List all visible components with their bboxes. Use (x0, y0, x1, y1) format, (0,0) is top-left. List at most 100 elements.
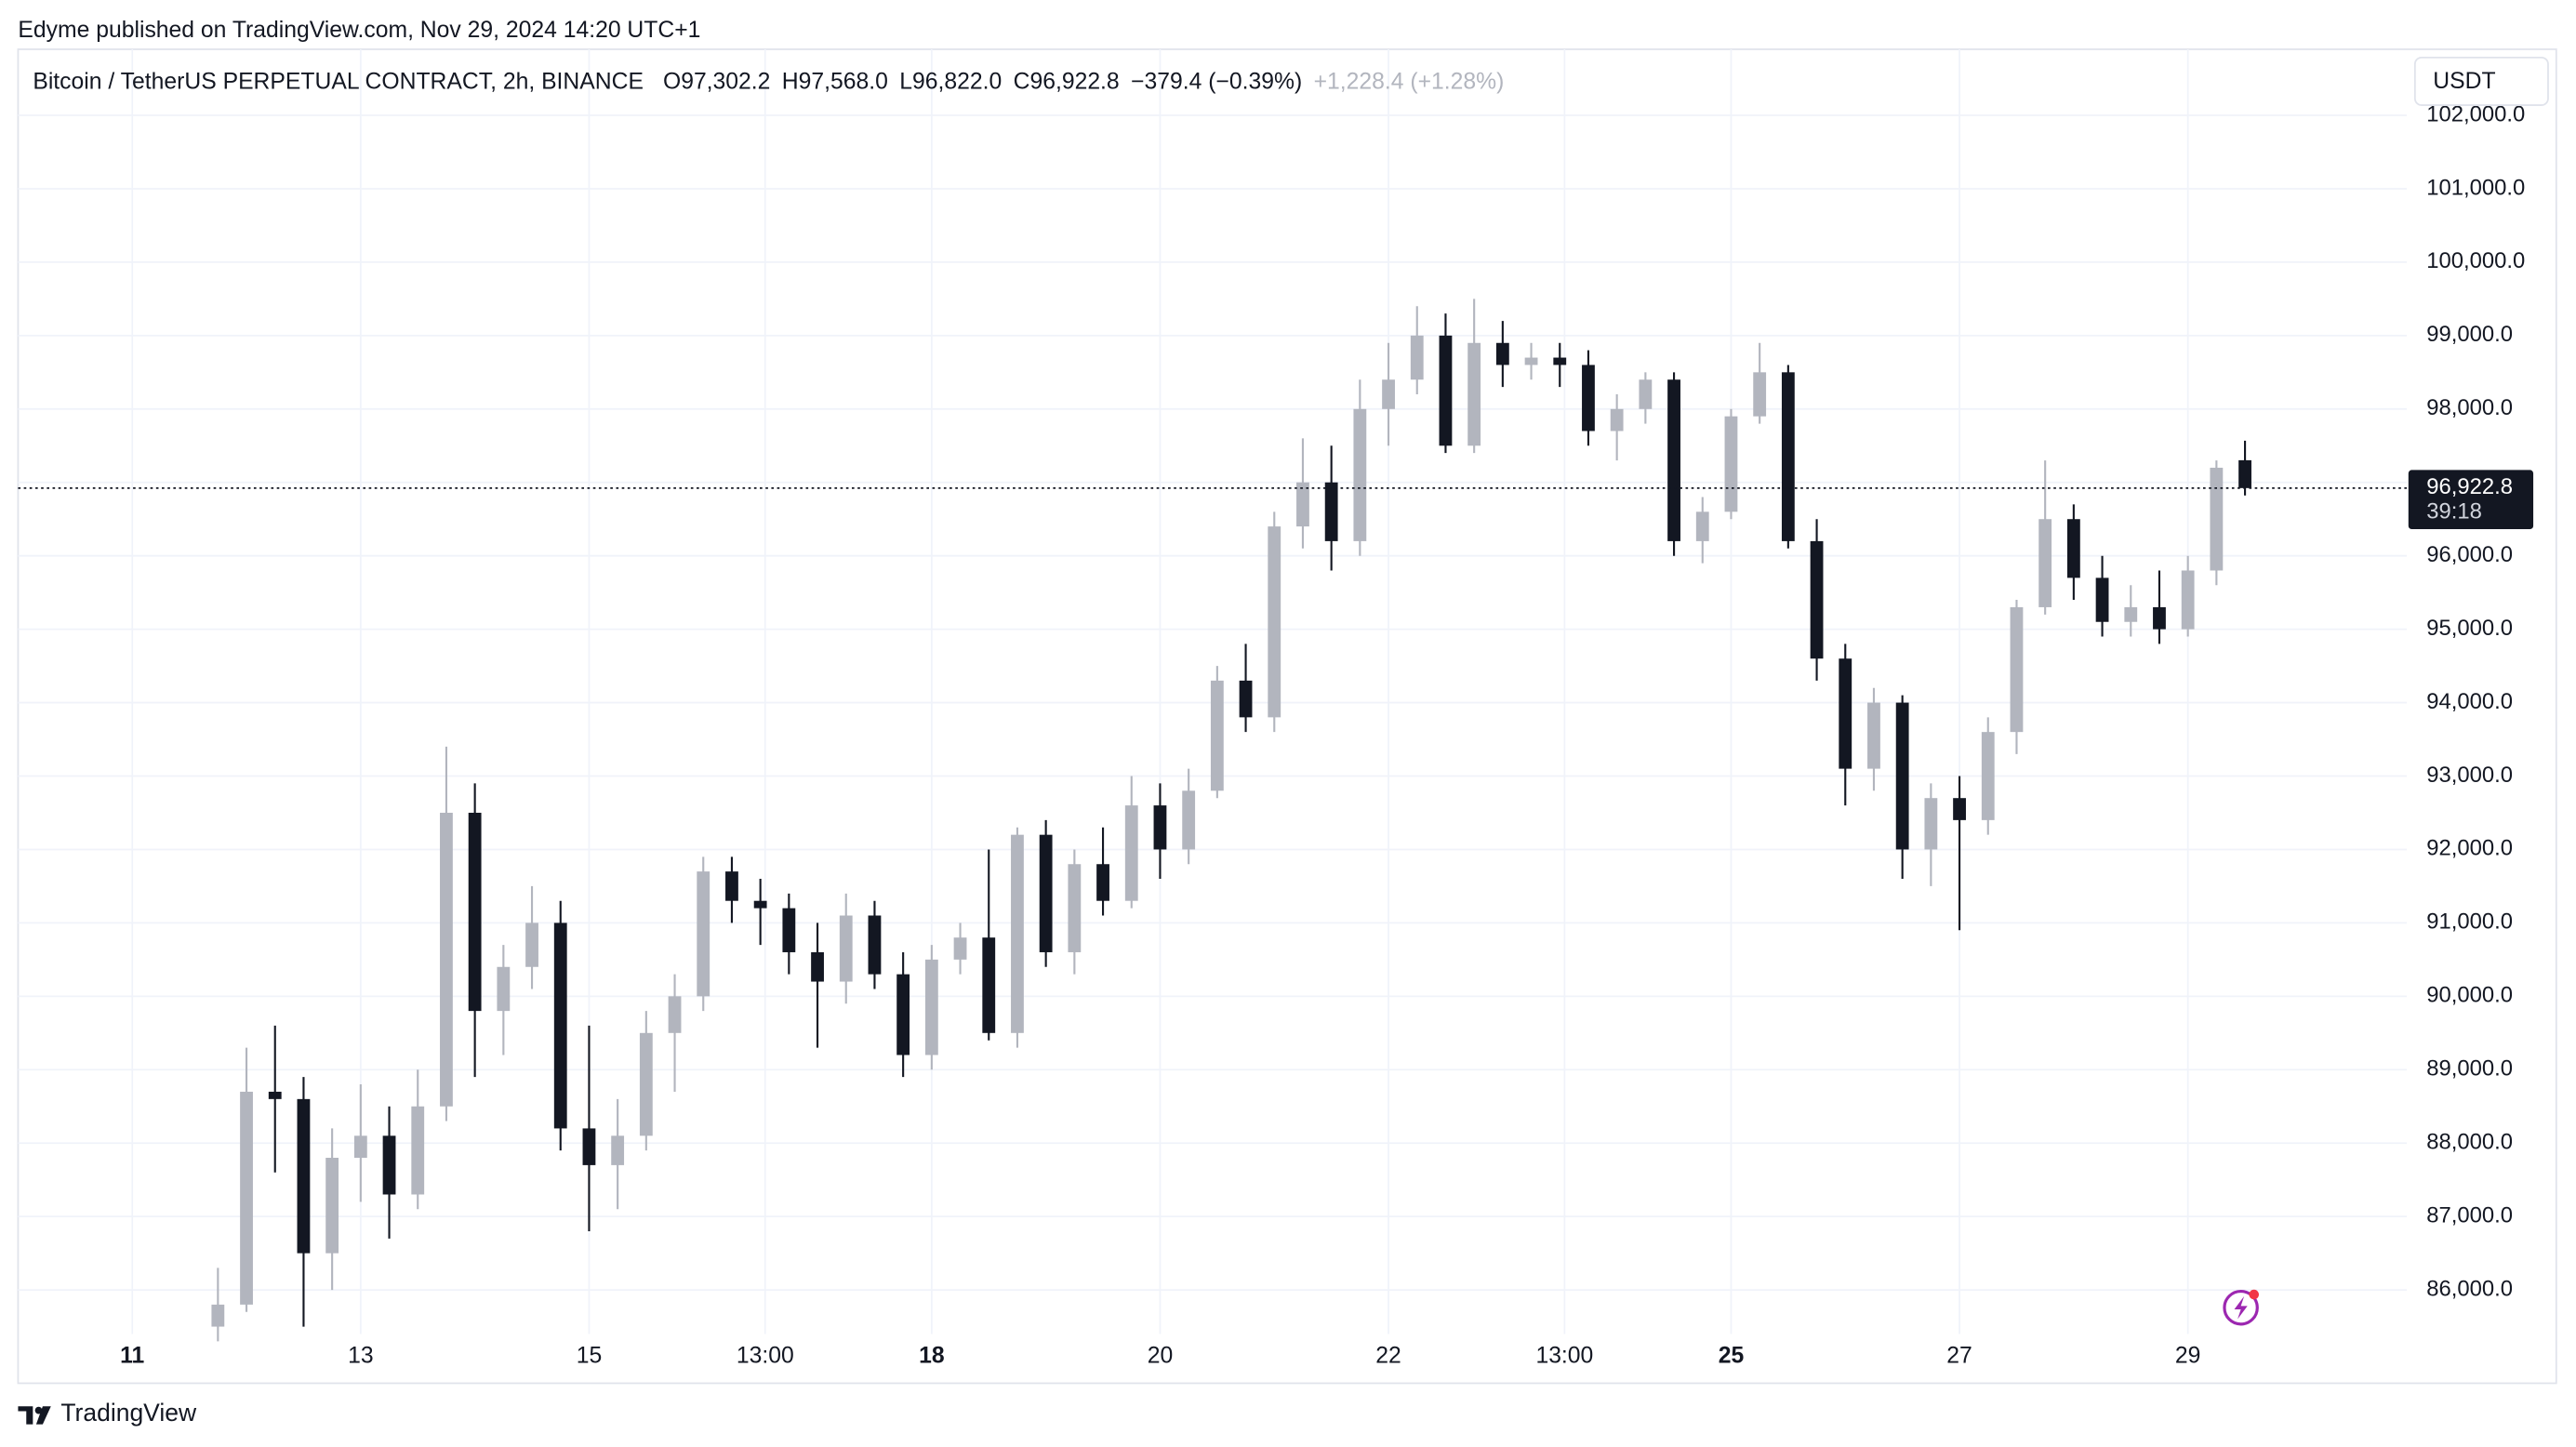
candle (240, 1047, 253, 1312)
candle-body (982, 937, 996, 1033)
candle-body (2181, 570, 2195, 630)
candle-body (325, 1158, 339, 1254)
brand: TradingView (60, 1399, 197, 1427)
candle-body (1153, 805, 1167, 850)
candle-body (553, 923, 567, 1129)
icon-dot[interactable] (2249, 1289, 2260, 1300)
x-tick-label: 13:00 (1535, 1344, 1593, 1369)
candle-body (268, 1091, 282, 1099)
candle-body (2066, 519, 2080, 578)
candle-body (1639, 379, 1653, 409)
candle (211, 1268, 225, 1342)
x-tick-label: 15 (577, 1344, 602, 1369)
x-tick-label: 13 (348, 1344, 374, 1369)
candle (697, 856, 710, 1012)
candle (2181, 555, 2195, 637)
y-tick-label: 87,000.0 (2426, 1202, 2513, 1228)
candle-body (1724, 416, 1738, 512)
candle (1410, 306, 1424, 395)
candle (2153, 570, 2166, 644)
candle (2066, 504, 2080, 601)
ohlc-key: C (1014, 69, 1030, 94)
candle (639, 1011, 653, 1151)
candle-body (2095, 577, 2109, 622)
y-tick-label: 94,000.0 (2426, 689, 2513, 714)
candle (1124, 776, 1138, 909)
ohlc-key: L (899, 69, 912, 94)
lightning-icon[interactable] (2223, 1289, 2260, 1326)
candle (1068, 849, 1082, 975)
candle (297, 1077, 311, 1327)
candle-body (611, 1135, 625, 1165)
y-tick-label: 90,000.0 (2426, 983, 2513, 1008)
currency-button[interactable] (2413, 56, 2549, 106)
icon-bolt[interactable] (2234, 1295, 2248, 1320)
candle-body (1182, 790, 1196, 850)
candle-body (639, 1032, 653, 1136)
candle-body (1382, 379, 1395, 409)
candle-body (1068, 864, 1082, 952)
candle-body (725, 871, 738, 901)
candle (839, 893, 853, 1004)
brand-logo (18, 1406, 51, 1425)
y-tick-label: 98,000.0 (2426, 395, 2513, 420)
y-tick-label: 95,000.0 (2426, 616, 2513, 641)
candle-body (582, 1128, 596, 1165)
candle-body (1981, 732, 1995, 820)
y-tick-label: 100,000.0 (2426, 248, 2525, 273)
candle-body (382, 1135, 396, 1195)
candle (2010, 600, 2024, 754)
candle-body (868, 915, 882, 975)
candle (1781, 365, 1795, 549)
candle-body (697, 871, 710, 997)
candle (1011, 827, 1024, 1048)
y-tick-label: 93,000.0 (2426, 763, 2513, 788)
candle-body (1239, 680, 1253, 718)
candle-body (1439, 335, 1453, 446)
candle (468, 783, 482, 1078)
candle (440, 746, 453, 1122)
candle (725, 856, 738, 923)
candle (1467, 299, 1481, 454)
candle (1639, 372, 1653, 424)
candle (582, 1025, 596, 1231)
candle (753, 879, 767, 946)
candle-body (782, 908, 796, 952)
candle (1924, 783, 1938, 886)
candle (1382, 342, 1395, 446)
candle-body (1268, 526, 1281, 718)
candle-body (1924, 798, 1938, 850)
candle-body (1353, 408, 1367, 541)
candle-body (1553, 357, 1567, 365)
candle (611, 1098, 625, 1210)
currency[interactable]: USDT (2433, 69, 2495, 94)
icon-ring[interactable] (2223, 1289, 2259, 1326)
countdown: 39:18 (2426, 499, 2482, 524)
x-tick-label: 29 (2175, 1344, 2201, 1369)
candle (2238, 440, 2251, 496)
candle-body (1410, 335, 1424, 380)
published-note: Edyme published on TradingView.com, Nov … (18, 18, 700, 43)
grid (18, 48, 2408, 1334)
candle (1810, 519, 1824, 681)
candle (1439, 313, 1453, 454)
candle (1753, 342, 1767, 424)
candle (896, 951, 910, 1078)
candle-body (1011, 834, 1024, 1033)
logo-dot (34, 1406, 43, 1414)
candle (811, 923, 824, 1048)
candle-body (2038, 519, 2052, 607)
candle (1553, 342, 1567, 388)
x-tick-label: 25 (1719, 1344, 1745, 1369)
candle-body (1524, 357, 1538, 365)
candle-body (1039, 834, 1053, 952)
candle-body (1582, 365, 1595, 431)
candle (553, 900, 567, 1151)
candle (2210, 460, 2224, 586)
candle-body (1124, 805, 1138, 901)
candle (782, 893, 796, 975)
candle-body (2010, 606, 2024, 733)
candle (2038, 460, 2052, 615)
candle (1324, 445, 1338, 571)
candle (1981, 717, 1995, 835)
